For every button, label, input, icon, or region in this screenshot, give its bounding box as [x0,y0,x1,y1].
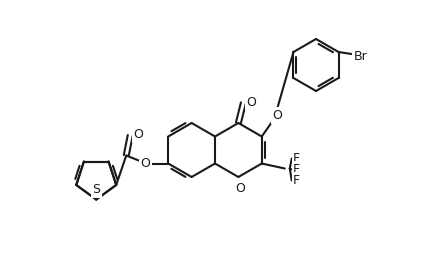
Text: O: O [140,157,150,170]
Text: O: O [133,128,143,141]
Text: F: F [293,174,300,187]
Text: S: S [92,183,100,196]
Text: F: F [293,163,300,176]
Text: O: O [236,183,245,196]
Text: Br: Br [354,49,367,62]
Text: O: O [247,95,256,109]
Text: O: O [273,109,282,122]
Text: F: F [293,152,300,165]
